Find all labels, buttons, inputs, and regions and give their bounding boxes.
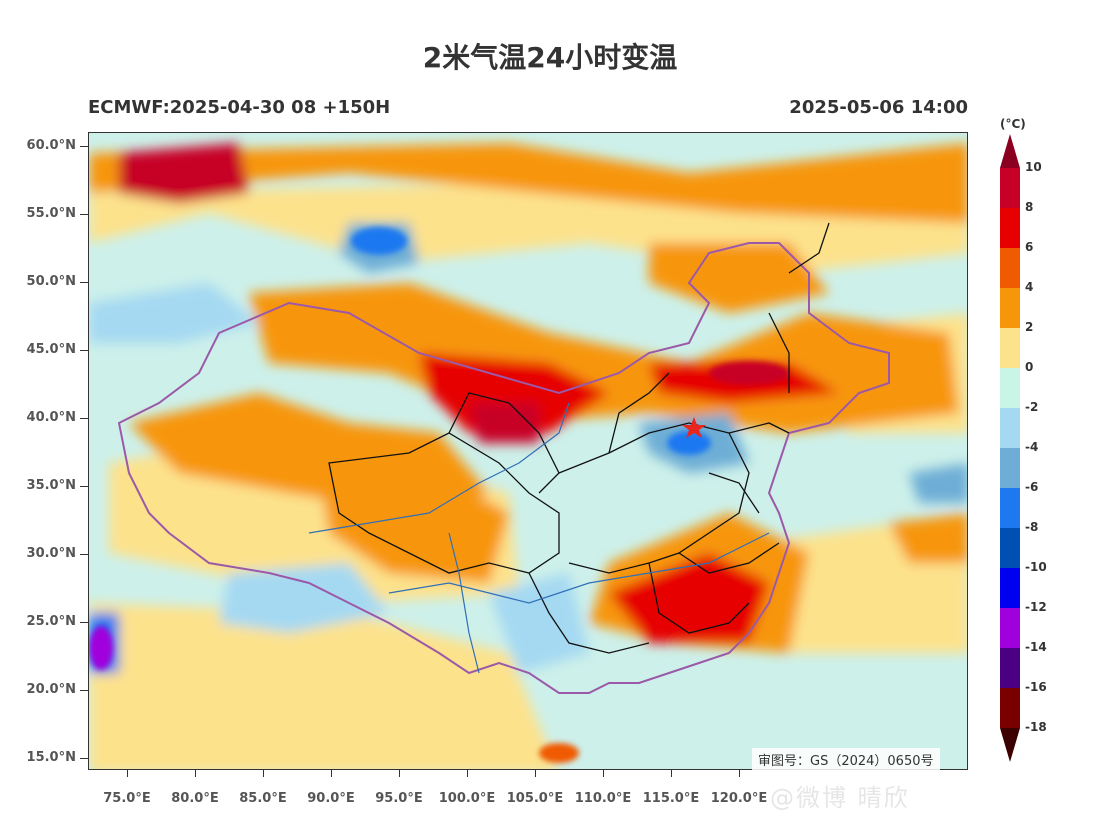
colorbar-bottom-arrow: [1000, 728, 1020, 762]
lat-label-20: 20.0°N: [26, 682, 76, 697]
lat-tick: [80, 486, 88, 487]
colorbar-tick-label: -2: [1025, 400, 1039, 414]
colorbar-band: [1000, 288, 1020, 328]
watermark-text: @微博 晴欣: [770, 784, 910, 812]
colorbar-band: [1000, 488, 1020, 528]
temperature-change-map: [89, 133, 967, 769]
lon-label-105: 105.0°E: [506, 791, 564, 806]
rivers: [308, 402, 770, 674]
colorbar-tick-label: 6: [1025, 240, 1034, 254]
lon-label-95: 95.0°E: [375, 791, 423, 806]
lon-tick: [195, 770, 196, 777]
colorbar-tick-label: 10: [1025, 160, 1042, 174]
lat-label-15: 15.0°N: [26, 750, 76, 765]
chart-title: 2米气温24小时变温: [422, 41, 678, 74]
colorbar-tick-label: -4: [1025, 440, 1039, 454]
colorbar-tick-label: 0: [1025, 360, 1034, 374]
colorbar-band: [1000, 688, 1020, 728]
lat-label-45: 45.0°N: [26, 342, 76, 357]
colorbar-band: [1000, 568, 1020, 608]
lon-label-120: 120.0°E: [710, 791, 768, 806]
colorbar-band: [1000, 168, 1020, 208]
colorbar-band: [1000, 608, 1020, 648]
colorbar-band: [1000, 648, 1020, 688]
colorbar-band: [1000, 248, 1020, 288]
lon-label-110: 110.0°E: [574, 791, 632, 806]
lon-tick: [467, 770, 468, 777]
lon-tick: [331, 770, 332, 777]
lat-tick: [80, 146, 88, 147]
lon-tick: [127, 770, 128, 777]
lon-label-100: 100.0°E: [438, 791, 496, 806]
colorbar-tick-label: -12: [1025, 600, 1047, 614]
colorbar-band: [1000, 408, 1020, 448]
map-area: [88, 132, 968, 770]
lat-label-35: 35.0°N: [26, 478, 76, 493]
lat-label-40: 40.0°N: [26, 410, 76, 425]
country-border: [117, 242, 890, 694]
lon-tick: [399, 770, 400, 777]
lat-tick: [80, 690, 88, 691]
lon-label-90: 90.0°E: [307, 791, 355, 806]
colorbar-band: [1000, 448, 1020, 488]
colorbar-band: [1000, 208, 1020, 248]
colorbar-tick-label: -8: [1025, 520, 1039, 534]
lon-tick: [739, 770, 740, 777]
lon-label-80: 80.0°E: [171, 791, 219, 806]
lon-tick: [535, 770, 536, 777]
colorbar-band: [1000, 528, 1020, 568]
colorbar-band: [1000, 328, 1020, 368]
lat-label-55: 55.0°N: [26, 206, 76, 221]
lat-label-25: 25.0°N: [26, 614, 76, 629]
lat-label-60: 60.0°N: [26, 138, 76, 153]
lon-label-75: 75.0°E: [103, 791, 151, 806]
lat-tick: [80, 214, 88, 215]
lon-tick: [603, 770, 604, 777]
colorbar-band: [1000, 368, 1020, 408]
model-run-label: ECMWF:2025-04-30 08 +150H: [88, 97, 391, 118]
lat-label-50: 50.0°N: [26, 274, 76, 289]
colorbar-tick-label: 4: [1025, 280, 1034, 294]
colorbar: [1000, 134, 1020, 762]
lon-label-115: 115.0°E: [642, 791, 700, 806]
colorbar-tick-label: 2: [1025, 320, 1034, 334]
temperature-detail: [89, 227, 789, 763]
colorbar-tick-label: -10: [1025, 560, 1047, 574]
colorbar-tick-label: -6: [1025, 480, 1039, 494]
lon-tick: [263, 770, 264, 777]
beijing-star-marker: [682, 417, 706, 438]
lon-label-85: 85.0°E: [239, 791, 287, 806]
colorbar-top-arrow: [1000, 134, 1020, 168]
colorbar-tick-label: -14: [1025, 640, 1047, 654]
lat-tick: [80, 350, 88, 351]
province-borders: [328, 222, 830, 654]
colorbar-unit: (°C): [1000, 117, 1026, 131]
lat-tick: [80, 622, 88, 623]
lat-tick: [80, 282, 88, 283]
lat-tick: [80, 418, 88, 419]
lon-tick: [671, 770, 672, 777]
temperature-field: [89, 143, 967, 769]
colorbar-tick-label: 8: [1025, 200, 1034, 214]
map-review-number: 审图号：GS（2024）0650号: [752, 748, 940, 771]
valid-time-label: 2025-05-06 14:00: [789, 97, 968, 118]
colorbar-tick-label: -16: [1025, 680, 1047, 694]
lat-label-30: 30.0°N: [26, 546, 76, 561]
lat-tick: [80, 554, 88, 555]
colorbar-tick-label: -18: [1025, 720, 1047, 734]
lat-tick: [80, 758, 88, 759]
